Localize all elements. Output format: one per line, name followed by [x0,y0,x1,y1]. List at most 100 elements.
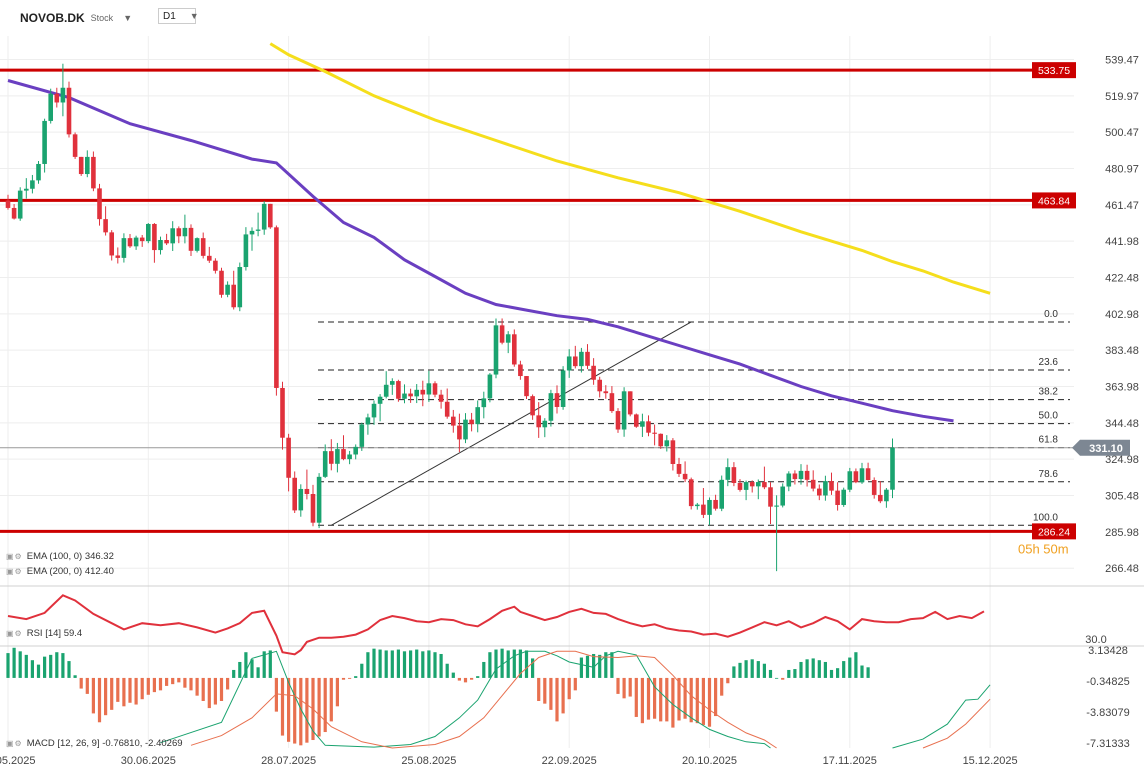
legend-macd-text: MACD [12, 26, 9] -0.76810, -2.40269 [26,738,183,749]
macd-histogram-bar [116,677,120,702]
rsi-tick-label: 30.0 [1085,634,1106,646]
macd-histogram-bar [653,677,657,719]
macd-histogram-bar [598,654,602,678]
macd-histogram-bar [549,677,553,710]
fib-level-label: 50.0 [1039,411,1059,422]
candle-body [371,403,377,418]
candle-countdown: 05h 50m [1018,541,1069,556]
candle-body [91,156,96,189]
macd-histogram-bar [463,677,468,683]
visibility-settings-icon[interactable]: ▣⚙ [6,567,23,576]
macd-histogram-bar [512,649,516,678]
macd-histogram-bar [646,677,651,720]
candle-body [634,414,639,427]
macd-histogram-bar [720,677,724,696]
candle-body [847,471,853,490]
candle-body [152,223,157,251]
x-tick-label: 17.11.2025 [823,755,877,767]
candle-body [115,255,121,258]
macd-histogram-bar [79,677,83,689]
candle-body [377,396,383,404]
macd-histogram-bar [714,677,718,717]
macd-histogram-bar [604,652,608,678]
chevron-down-icon: ▼ [123,13,133,23]
candle-body [707,499,712,515]
macd-histogram-bar [689,677,693,723]
macd-histogram-bar [543,677,547,704]
candle-body [505,334,511,343]
candle-body [316,476,322,523]
macd-histogram-bar [744,660,748,678]
macd-histogram-bar [427,650,431,678]
candle-body [17,190,23,219]
candle-body [475,407,480,425]
candle-body [255,229,261,231]
symbol-selector[interactable]: NOVOB.DK Stock ▼ [20,8,132,28]
x-tick-label: 22.09.2025 [542,755,597,767]
candle-body [261,203,267,230]
y-tick-label: 324.98 [1105,454,1139,466]
macd-histogram-bar [250,659,254,678]
legend-ema100-text: EMA (100, 0) 346.32 [26,551,114,562]
macd-tick-label: -0.34825 [1086,676,1129,688]
macd-histogram-bar [848,657,852,678]
candle-body [341,449,346,460]
y-tick-label: 266.48 [1105,563,1139,575]
candle-body [719,479,724,509]
candle-body [5,200,11,208]
macd-histogram-bar [293,677,297,744]
candle-body [859,468,865,483]
candle-body [237,267,243,308]
candle-body [518,364,523,377]
macd-histogram-bar [659,677,663,722]
timeframe-select[interactable]: D1 ▼ [158,8,199,24]
candle-body [731,467,737,483]
candle-body [48,93,53,121]
macd-histogram-bar [128,677,132,703]
x-tick-label: 20.10.2025 [682,755,737,767]
candle-body [426,383,432,395]
candle-body [499,325,505,343]
macd-histogram-bar [823,661,827,678]
candle-body [804,470,810,480]
candle-body [835,490,840,505]
macd-histogram-bar [73,675,77,678]
candle-body [798,470,804,480]
visibility-settings-icon[interactable]: ▣⚙ [6,552,23,561]
macd-histogram-bar [140,677,144,700]
legend-rsi-text: RSI [14] 59.4 [26,628,83,639]
macd-histogram-bar [628,677,632,697]
candle-body [627,391,633,415]
instrument-type: Stock [90,13,114,23]
candle-body [444,401,450,417]
candle-body [109,232,114,256]
legend-macd[interactable]: ▣⚙ MACD [12, 26, 9] -0.76810, -2.40269 [6,738,183,749]
candle-body [127,238,133,247]
candle-body [621,391,627,430]
macd-histogram-bar [390,650,394,678]
candle-body [365,417,371,425]
candle-body [542,420,548,428]
macd-histogram-bar [634,677,638,717]
macd-histogram-bar [134,677,138,705]
candle-body [865,468,871,481]
macd-histogram-bar [592,653,596,678]
candle-body [286,437,291,478]
visibility-settings-icon[interactable]: ▣⚙ [6,739,23,748]
candle-body [158,240,163,251]
candle-body [658,433,663,447]
legend-ema200[interactable]: ▣⚙ EMA (200, 0) 412.40 [6,566,114,577]
macd-histogram-bar [756,661,760,678]
legend-ema100[interactable]: ▣⚙ EMA (100, 0) 346.32 [6,551,114,562]
candle-body [585,351,590,366]
candle-body [749,482,755,487]
candle-body [243,234,249,268]
macd-histogram-bar [287,677,291,742]
macd-histogram-bar [323,677,327,733]
candle-body [554,393,560,407]
candle-body [609,393,615,412]
legend-rsi[interactable]: ▣⚙ RSI [14] 59.4 [6,628,82,639]
visibility-settings-icon[interactable]: ▣⚙ [6,629,23,638]
macd-histogram-bar [85,677,89,694]
